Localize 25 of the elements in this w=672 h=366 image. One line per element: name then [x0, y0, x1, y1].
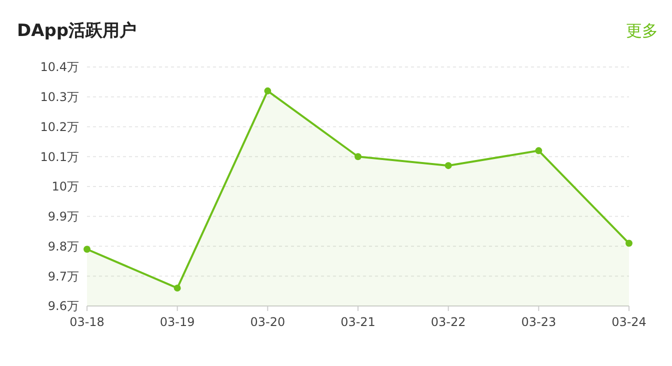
y-tick-label: 10.2万 [40, 120, 79, 134]
y-tick-label: 10.1万 [40, 150, 79, 164]
x-tick-label: 03-20 [250, 315, 286, 329]
chart-title: DApp活跃用户 [17, 21, 137, 41]
point [84, 246, 90, 253]
x-tick-label: 03-18 [70, 315, 104, 329]
y-tick-label: 9.8万 [48, 239, 79, 254]
y-tick-label: 9.9万 [48, 210, 79, 224]
x-tick-label: 03-21 [340, 315, 376, 329]
y-tick-label: 10.4万 [40, 60, 79, 74]
x-tick-label: 03-22 [430, 315, 466, 329]
x-tick-label: 03-19 [160, 315, 195, 329]
point [264, 87, 272, 94]
y-tick-label: 10万 [52, 180, 79, 194]
y-tick-label: 9.7万 [48, 269, 79, 284]
point [354, 153, 362, 160]
x-tick-label: 03-23 [521, 315, 556, 329]
x-tick-label: 03-24 [612, 315, 646, 329]
y-tick-label: 9.6万 [48, 299, 79, 314]
point [626, 240, 632, 247]
point [535, 147, 542, 154]
point [174, 284, 181, 292]
point [444, 162, 452, 170]
y-tick-label: 10.3万 [40, 90, 79, 104]
text: 更多 [626, 21, 658, 40]
